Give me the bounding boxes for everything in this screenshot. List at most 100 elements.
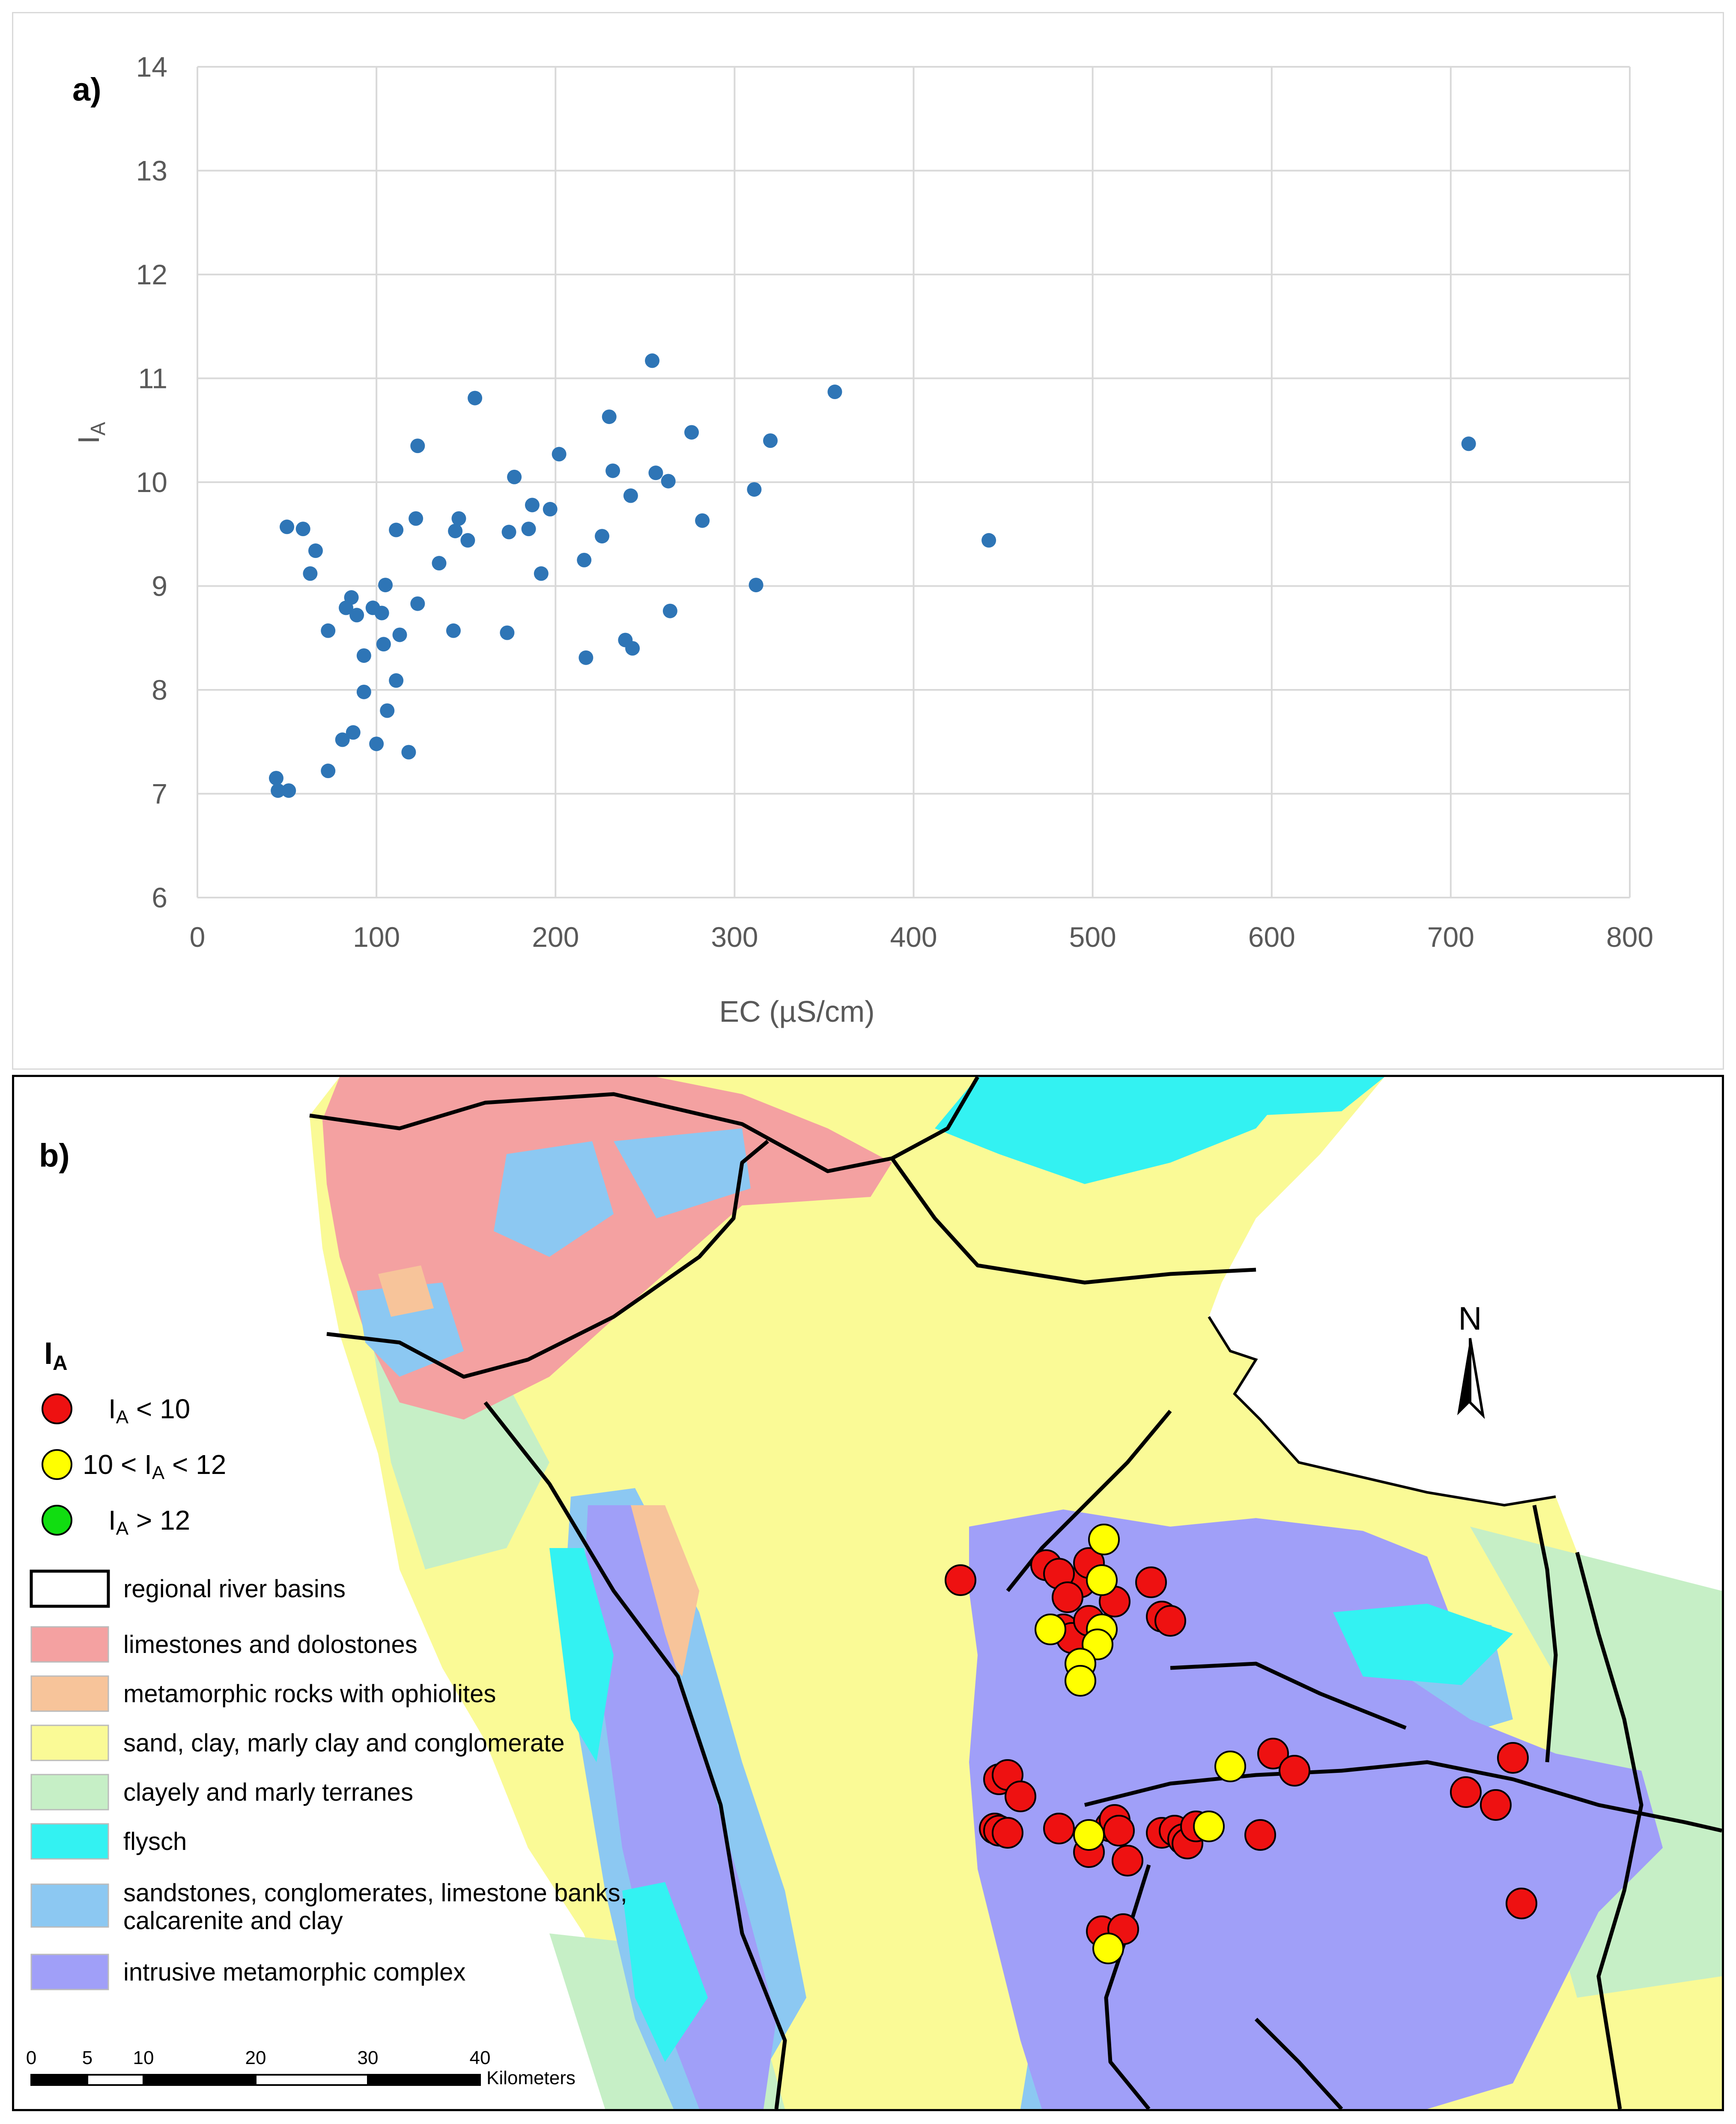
data-point	[401, 745, 416, 760]
legend-ia-symbol	[42, 1505, 72, 1536]
legend-geo-swatch	[30, 1675, 109, 1712]
data-point	[271, 783, 286, 798]
map-panel: N IA IA < 10 10 < IA < 12 IA > 12 regional…	[12, 1075, 1724, 2111]
legend-geo-label: intrusive metamorphic complex	[123, 1958, 465, 1986]
y-tick-label: 14	[136, 51, 167, 83]
data-point	[1461, 436, 1476, 451]
y-axis-label-main: I	[72, 436, 105, 444]
map-limestone-nw	[322, 1077, 892, 1420]
data-point	[625, 641, 640, 656]
data-point	[356, 648, 371, 663]
legend-ia-label: IA < 10	[108, 1393, 190, 1428]
legend-geo-label: regional river basins	[123, 1575, 346, 1603]
data-point	[661, 474, 676, 489]
scatter-chart: 0 100 200 300 400 500 600 700 80067891011121314 …	[72, 51, 1653, 1028]
scale-tick-label: 5	[82, 2047, 92, 2068]
scale-segment	[255, 2074, 369, 2086]
data-point	[534, 566, 549, 581]
y-axis-label: IA	[72, 422, 110, 444]
legend-geo-label: clayely and marly terranes	[123, 1778, 413, 1806]
data-point	[321, 623, 336, 638]
x-tick-label: 100	[353, 921, 400, 953]
legend-geo-label: limestones and dolostones	[123, 1631, 418, 1659]
data-point	[448, 523, 463, 538]
data-point	[525, 498, 540, 513]
x-tick-label: 800	[1606, 921, 1653, 953]
scale-tick-label: 10	[133, 2047, 154, 2068]
legend-geo-label: metamorphic rocks with ophiolites	[123, 1680, 496, 1708]
map-intrusive-central	[969, 1509, 1663, 2109]
sample-marker-red	[1005, 1781, 1036, 1812]
data-point	[695, 513, 710, 528]
map-sandstone-1	[494, 1141, 614, 1257]
legend-ia-symbol	[42, 1393, 72, 1424]
north-label: N	[1459, 1301, 1482, 1337]
data-point	[295, 522, 310, 537]
data-point	[577, 552, 592, 567]
data-point	[521, 522, 536, 537]
panel-b-label: b)	[39, 1137, 70, 1174]
chart-grid	[197, 66, 1631, 898]
data-point	[446, 623, 461, 638]
data-point	[268, 771, 283, 786]
x-tick-label: 300	[711, 921, 758, 953]
data-point	[410, 596, 425, 611]
y-tick-label: 12	[136, 259, 167, 290]
x-tick-label: 200	[532, 921, 579, 953]
data-point	[623, 488, 638, 503]
coastline	[1208, 1316, 1556, 1507]
legend-geo-swatch	[30, 1774, 109, 1811]
legend-ia-label: IA > 12	[108, 1505, 190, 1539]
data-point	[346, 725, 361, 740]
data-point	[645, 353, 660, 368]
scale-tick-label: 40	[470, 2047, 491, 2068]
legend-ia-label: 10 < IA < 12	[83, 1449, 226, 1483]
sample-marker-yellow	[1193, 1811, 1225, 1842]
map-flysch-w	[549, 1548, 614, 1762]
y-tick-label: 10	[136, 466, 167, 498]
legend-geo-swatch	[30, 1569, 110, 1608]
scale-unit: Kilometers	[486, 2067, 576, 2088]
scale-tick-label: 0	[26, 2047, 36, 2068]
data-point	[981, 533, 996, 548]
legend-geo-swatch	[30, 1823, 109, 1860]
x-tick-label: 400	[890, 921, 937, 953]
map-flysch-ne2	[1128, 1077, 1384, 1116]
sample-marker-red	[1043, 1813, 1075, 1844]
map-flysch-ne	[935, 1077, 1299, 1184]
data-point	[344, 590, 359, 605]
sample-marker-red	[1154, 1605, 1186, 1637]
sample-marker-yellow	[1035, 1614, 1066, 1645]
data-point	[763, 433, 778, 448]
map-ophiolite-2	[378, 1265, 434, 1317]
y-tick-label: 9	[152, 570, 167, 602]
data-point	[335, 732, 350, 747]
legend-geo-swatch	[30, 1883, 109, 1928]
data-point	[378, 578, 393, 593]
data-point	[389, 522, 404, 537]
map-flysch-e	[1333, 1604, 1513, 1685]
y-tick-label: 6	[152, 882, 167, 913]
data-point	[380, 703, 395, 718]
legend-geo-swatch	[30, 1724, 109, 1761]
legend-geo-swatch	[30, 1626, 109, 1663]
x-tick-label: 500	[1069, 921, 1116, 953]
chart-points	[268, 353, 1476, 798]
legend-geo-label: flysch	[123, 1828, 187, 1856]
x-tick-label: 700	[1427, 921, 1474, 953]
map-sandstone-2	[357, 1283, 464, 1377]
data-point	[349, 608, 364, 623]
sample-marker-red	[945, 1564, 976, 1596]
geology-map: N IA IA < 10 10 < IA < 12 IA > 12 regional…	[14, 1077, 1722, 2109]
map-ophiolite-1	[626, 1505, 699, 1677]
data-point	[432, 556, 447, 571]
data-point	[369, 737, 384, 752]
data-point	[303, 566, 318, 581]
data-point	[409, 511, 424, 526]
legend-geo-label: sandstones, conglomerates, limestone ban…	[123, 1879, 627, 1907]
data-point	[543, 502, 558, 517]
y-tick-label: 7	[152, 778, 167, 810]
data-point	[749, 578, 764, 593]
sample-marker-red	[1103, 1815, 1135, 1847]
sample-marker-red	[1480, 1789, 1512, 1821]
